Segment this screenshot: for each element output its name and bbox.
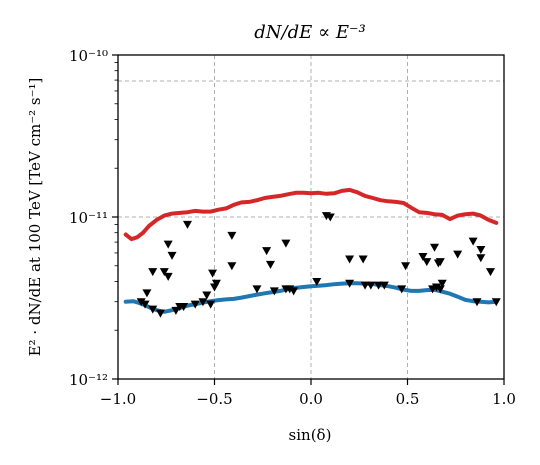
x-tick-label: 0.0 xyxy=(299,390,323,408)
data-point-marker xyxy=(366,281,376,290)
data-point-marker xyxy=(437,279,447,288)
data-point-marker xyxy=(227,231,237,240)
data-point-marker xyxy=(163,272,173,281)
data-point-marker xyxy=(202,291,212,300)
axis-ticks: −1.0 −0.5 0.0 0.5 1.0 10⁻¹² 10⁻¹¹ 10⁻¹⁰ xyxy=(69,47,516,408)
data-point-marker xyxy=(148,268,158,277)
data-point-marker xyxy=(379,281,389,290)
x-tick-label: −1.0 xyxy=(100,390,136,408)
data-point-marker xyxy=(325,213,335,222)
y-tick-label: 10⁻¹² xyxy=(69,371,108,389)
series-layer xyxy=(123,187,501,318)
data-point-marker xyxy=(468,237,478,246)
data-point-marker xyxy=(269,287,279,296)
data-point-marker xyxy=(476,246,486,255)
data-point-marker xyxy=(182,220,192,229)
data-point-marker xyxy=(345,279,355,288)
data-point-marker xyxy=(312,277,322,286)
data-point-marker xyxy=(435,258,445,267)
data-point-marker xyxy=(227,262,237,271)
data-point-marker xyxy=(418,253,428,262)
data-point-marker xyxy=(476,254,486,263)
data-point-marker xyxy=(281,239,291,248)
data-point-marker xyxy=(179,303,189,312)
data-point-marker xyxy=(374,281,384,290)
data-point-marker xyxy=(167,251,177,260)
data-point-marker xyxy=(148,305,158,314)
data-point-marker xyxy=(265,260,275,269)
grid xyxy=(118,55,504,379)
data-point-marker xyxy=(472,298,482,307)
data-point-marker xyxy=(136,298,146,307)
data-point-marker xyxy=(435,285,445,294)
data-point-marker xyxy=(171,306,181,315)
data-point-marker xyxy=(360,281,370,290)
data-point-marker xyxy=(485,268,495,277)
data-point-marker xyxy=(262,247,272,256)
chart-title: dN/dE ∝ E⁻³ xyxy=(254,22,365,43)
x-tick-label: 0.5 xyxy=(396,390,420,408)
data-point-marker xyxy=(208,269,218,278)
data-point-marker xyxy=(159,268,169,277)
y-tick-label: 10⁻¹⁰ xyxy=(69,47,108,65)
data-point-marker xyxy=(345,255,355,264)
data-point-marker xyxy=(163,240,173,249)
data-point-marker xyxy=(397,285,407,294)
y-axis-label: E² · dN/dE at 100 TeV [TeV cm⁻² s⁻¹] xyxy=(26,78,44,357)
data-point-marker xyxy=(206,300,216,309)
data-point-marker xyxy=(198,298,208,307)
data-point-marker xyxy=(140,300,150,309)
data-point-marker xyxy=(142,289,152,298)
x-tick-label: 1.0 xyxy=(492,390,516,408)
data-point-marker xyxy=(491,298,501,307)
data-point-marker xyxy=(401,262,411,271)
data-point-marker xyxy=(430,243,440,252)
x-axis-label: sin(δ) xyxy=(289,426,332,444)
data-point-marker xyxy=(289,287,299,296)
data-point-marker xyxy=(155,309,165,318)
y-tick-label: 10⁻¹¹ xyxy=(69,209,108,227)
data-point-marker xyxy=(453,250,463,259)
data-point-marker xyxy=(211,279,221,288)
data-point-marker xyxy=(358,255,368,264)
x-tick-label: −0.5 xyxy=(196,390,232,408)
data-point-marker xyxy=(252,285,262,294)
data-point-marker xyxy=(422,258,432,267)
data-point-marker xyxy=(190,300,200,309)
series-line-0 xyxy=(123,187,499,242)
